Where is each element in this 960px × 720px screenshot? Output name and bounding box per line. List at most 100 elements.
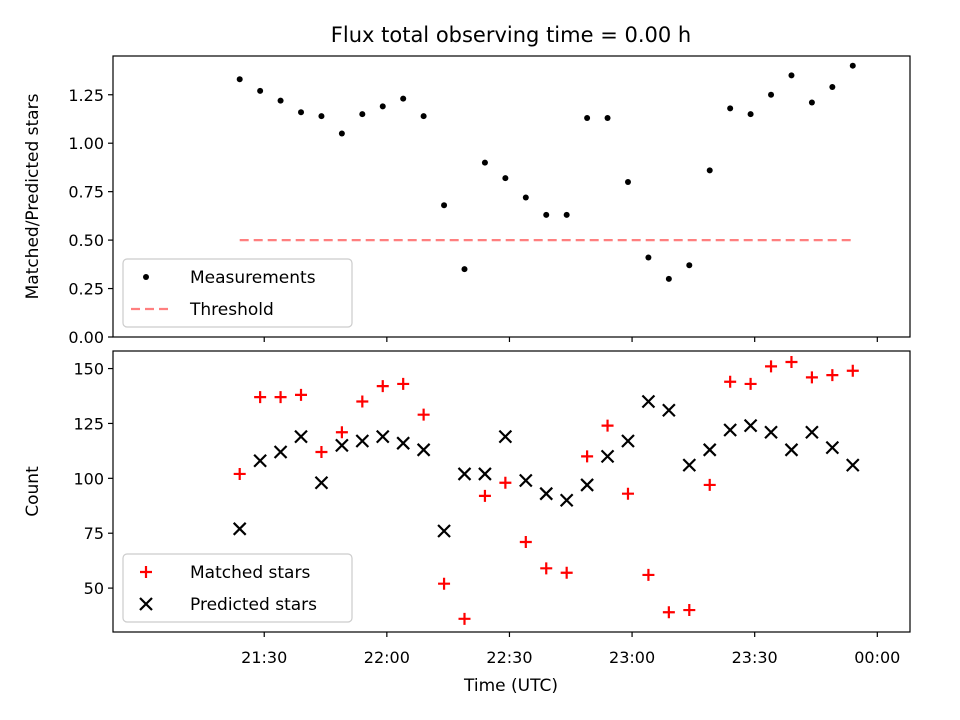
matched-stars-point xyxy=(560,566,573,579)
measurement-point xyxy=(788,72,795,79)
count-series-predicted-stars xyxy=(232,394,860,538)
predicted-stars-point xyxy=(846,458,860,472)
measurement-point xyxy=(420,113,427,120)
legend-label: Threshold xyxy=(189,300,274,320)
measurement-point xyxy=(522,194,529,201)
measurement-point xyxy=(481,159,488,166)
matched-stars-point xyxy=(785,355,798,368)
predicted-stars-point xyxy=(805,425,819,440)
measurement-point xyxy=(849,62,856,69)
predicted-stars-point xyxy=(580,478,594,492)
measurement-point xyxy=(400,95,407,102)
legend-label: Matched stars xyxy=(190,563,310,583)
ratio-y-tick-label: 0.25 xyxy=(68,280,104,299)
figure-title: Flux total observing time = 0.00 h xyxy=(331,23,691,47)
predicted-stars-point xyxy=(375,429,390,444)
matched-stars-point xyxy=(805,371,818,384)
predicted-stars-point xyxy=(743,418,758,433)
predicted-stars-point xyxy=(662,403,676,418)
measurement-point xyxy=(563,211,570,218)
matched-stars-point xyxy=(274,391,287,404)
measurement-point xyxy=(298,109,305,116)
matched-stars-point xyxy=(315,445,328,458)
matched-stars-point xyxy=(254,391,267,404)
measurement-point xyxy=(502,175,509,182)
measurement-point xyxy=(584,115,591,122)
legend-marker-plus xyxy=(140,566,152,578)
measurement-point xyxy=(645,254,652,261)
ratio-series-measurements xyxy=(236,62,856,282)
matched-stars-point xyxy=(846,364,859,377)
predicted-stars-point xyxy=(253,453,267,468)
ratio-axes-frame xyxy=(112,55,911,338)
predicted-stars-point xyxy=(457,467,472,481)
predicted-stars-point xyxy=(519,473,533,488)
measurement-point xyxy=(236,76,243,83)
matched-stars-point xyxy=(335,426,348,439)
predicted-stars-point xyxy=(641,394,656,409)
measurement-point xyxy=(257,87,264,94)
x-tick-label: 23:00 xyxy=(609,648,655,667)
matched-stars-point xyxy=(601,419,614,432)
measurement-point xyxy=(665,275,672,282)
count-y-tick-label: 150 xyxy=(73,360,104,379)
matched-stars-point xyxy=(356,395,369,408)
predicted-stars-point xyxy=(273,445,288,459)
matched-stars-point xyxy=(438,577,451,590)
count-axes-frame xyxy=(112,350,911,633)
ratio-y-tick-label: 1.25 xyxy=(68,86,104,105)
predicted-stars-point xyxy=(355,434,370,448)
x-tick-label: 21:30 xyxy=(241,648,287,667)
count-y-tick-label: 50 xyxy=(84,579,104,598)
x-axis-label: Time (UTC) xyxy=(463,676,558,696)
matched-stars-point xyxy=(417,408,430,421)
predicted-stars-point xyxy=(416,443,431,457)
matched-stars-point xyxy=(642,568,655,581)
predicted-stars-point xyxy=(559,493,574,508)
ratio-y-tick-label: 0.50 xyxy=(68,231,104,250)
x-tick-label: 22:00 xyxy=(364,648,410,667)
legend-marker-dot xyxy=(143,274,149,280)
matched-stars-point xyxy=(478,489,491,502)
count-y-tick-label: 100 xyxy=(73,469,104,488)
x-tick-label: 22:30 xyxy=(486,648,532,667)
predicted-stars-point xyxy=(314,475,329,490)
ratio-panel: 0.00 0.25 0.50 0.75 1.00 1.25 Matched/Predicte… xyxy=(23,55,911,347)
matched-stars-point xyxy=(744,377,757,390)
predicted-stars-point xyxy=(498,429,513,444)
legend-label: Predicted stars xyxy=(190,595,317,615)
measurement-point xyxy=(359,111,366,118)
ratio-legend: Measurements Threshold xyxy=(122,258,353,328)
predicted-stars-point xyxy=(723,423,737,437)
matched-stars-point xyxy=(765,360,778,373)
predicted-stars-point xyxy=(478,467,492,481)
measurement-point xyxy=(318,113,325,120)
matched-stars-point xyxy=(499,476,512,489)
predicted-stars-point xyxy=(396,436,410,450)
legend-box xyxy=(122,258,353,328)
matched-stars-point xyxy=(683,604,696,617)
count-y-tick-label: 125 xyxy=(73,414,104,433)
predicted-stars-point xyxy=(682,458,697,472)
measurement-point xyxy=(747,111,754,118)
matched-stars-point xyxy=(724,375,737,388)
predicted-stars-point xyxy=(825,440,840,455)
matched-stars-point xyxy=(295,388,308,401)
measurement-point xyxy=(441,202,448,209)
measurement-point xyxy=(686,262,693,269)
count-panel: 50 75 100 125 150 21:30 22:00 22:30 23:00 23:30 00… xyxy=(23,350,911,667)
measurement-point xyxy=(379,103,386,110)
ratio-y-tick-label: 0.75 xyxy=(68,183,104,202)
count-y-axis-label: Count xyxy=(23,466,43,517)
matched-stars-point xyxy=(397,377,410,390)
ratio-y-axis-label: Matched/Predicted stars xyxy=(23,93,43,299)
measurement-point xyxy=(604,115,611,122)
count-legend: Matched stars Predicted stars xyxy=(122,553,353,623)
matched-stars-point xyxy=(621,487,634,500)
ratio-y-tick-label: 1.00 xyxy=(68,134,104,153)
x-tick-label: 00:00 xyxy=(854,648,900,667)
measurement-point xyxy=(461,266,468,273)
predicted-stars-point xyxy=(335,438,349,453)
count-y-tick-label: 75 xyxy=(84,524,104,543)
